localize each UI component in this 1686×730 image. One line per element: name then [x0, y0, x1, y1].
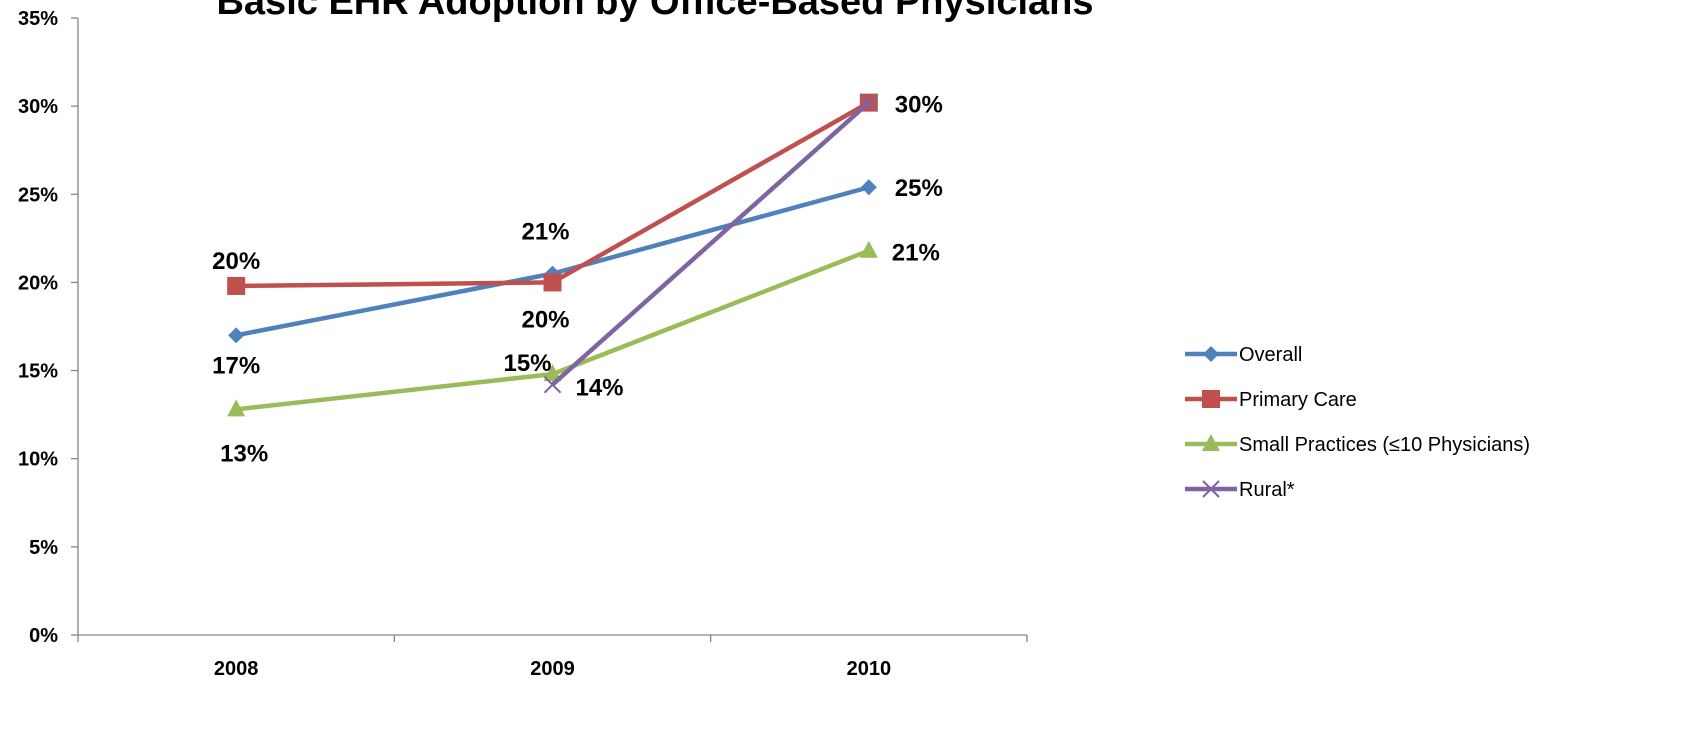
axes: 0% 5% 10% 15% 20% 25% 30% 35% 2008 2009 2010	[18, 8, 1028, 680]
y-tick-label: 0%	[29, 625, 58, 647]
y-tick-label: 30%	[18, 96, 58, 118]
data-label-primary-care: 20%	[521, 306, 569, 333]
legend-label-overall: Overall	[1239, 344, 1302, 366]
legend-label-rural: Rural*	[1239, 479, 1295, 501]
series-rural	[543, 93, 878, 394]
legend-marker-overall	[1203, 346, 1219, 362]
series-layer	[227, 93, 878, 417]
x-tick-label: 2008	[214, 658, 259, 680]
chart-title: Basic EHR Adoption by Office-Based Physi…	[216, 0, 1093, 23]
data-label-overall: 25%	[895, 175, 943, 202]
series-small-practices	[227, 240, 878, 417]
data-label-small-practices: 15%	[503, 350, 551, 377]
x-tick-label: 2009	[530, 658, 575, 680]
legend-entry-small-practices: Small Practices (≤10 Physicians)	[1185, 434, 1530, 456]
data-point-overall	[860, 179, 877, 196]
data-point-primary-care	[227, 276, 246, 295]
data-point-overall	[228, 327, 245, 344]
legend-marker-small-practices	[1202, 434, 1220, 451]
y-tick-label: 15%	[18, 361, 58, 383]
data-label-primary-care: 20%	[212, 248, 260, 275]
legend-entry-overall: Overall	[1185, 344, 1302, 366]
data-point-small-practices	[859, 240, 878, 258]
series-line-rural	[551, 100, 871, 387]
data-label-primary-care: 30%	[895, 92, 943, 119]
legend-marker-rural	[1202, 480, 1220, 498]
y-tick-label: 25%	[18, 184, 58, 206]
data-label-rural: 14%	[575, 375, 623, 402]
legend: Overall Primary Care Small Practices (≤10 …	[1185, 344, 1530, 501]
data-point-primary-care	[543, 273, 562, 292]
data-labels: 17% 21% 25% 20% 20% 30% 13% 15% 21% 14%	[212, 92, 943, 468]
data-label-overall: 17%	[212, 352, 260, 379]
legend-entry-rural: Rural*	[1185, 479, 1295, 501]
x-tick-label: 2010	[847, 658, 892, 680]
series-primary-care	[227, 93, 878, 295]
data-label-small-practices: 21%	[892, 240, 940, 267]
data-point-small-practices	[227, 399, 246, 417]
series-line-primary-care	[236, 100, 870, 289]
y-tick-label: 10%	[18, 449, 58, 471]
data-point-small-practices	[543, 364, 562, 382]
y-tick-label: 20%	[18, 272, 58, 294]
y-tick-label: 35%	[18, 8, 58, 30]
legend-marker-primary-care	[1202, 390, 1220, 408]
legend-entry-primary-care: Primary Care	[1185, 389, 1357, 411]
legend-label-primary-care: Primary Care	[1239, 389, 1357, 411]
data-label-small-practices: 13%	[220, 440, 268, 467]
data-label-overall: 21%	[521, 219, 569, 246]
data-point-rural	[543, 375, 562, 394]
y-tick-label: 5%	[29, 537, 58, 559]
legend-label-small-practices: Small Practices (≤10 Physicians)	[1239, 434, 1530, 456]
data-point-rural	[860, 93, 878, 112]
